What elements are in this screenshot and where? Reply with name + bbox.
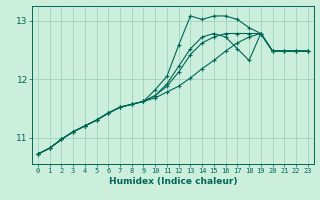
X-axis label: Humidex (Indice chaleur): Humidex (Indice chaleur) xyxy=(108,177,237,186)
